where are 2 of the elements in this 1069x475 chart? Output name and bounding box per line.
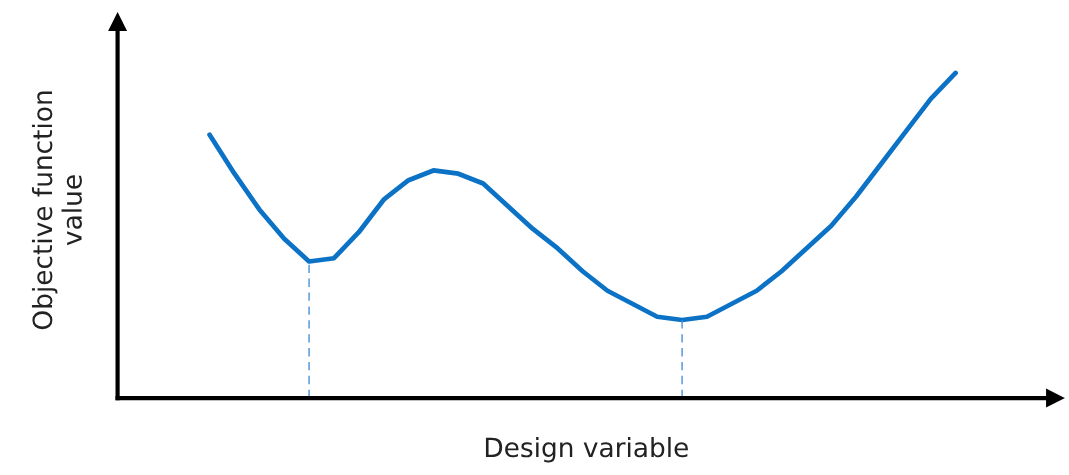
y-axis-title: Objective function value — [31, 91, 82, 330]
x-axis-title: Design variable — [485, 436, 688, 463]
